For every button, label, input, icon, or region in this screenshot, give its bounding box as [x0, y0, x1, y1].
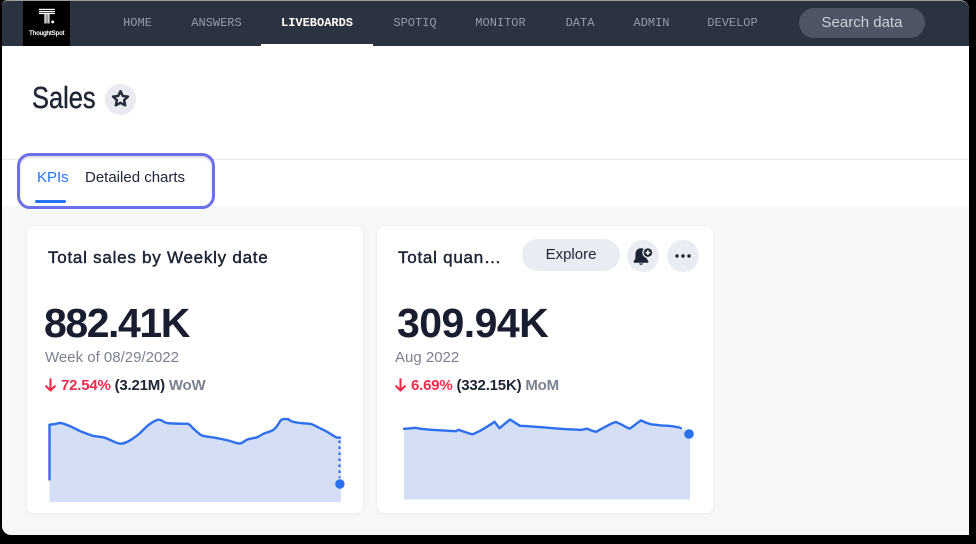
svg-text:ThoughtSpot: ThoughtSpot — [29, 30, 65, 37]
